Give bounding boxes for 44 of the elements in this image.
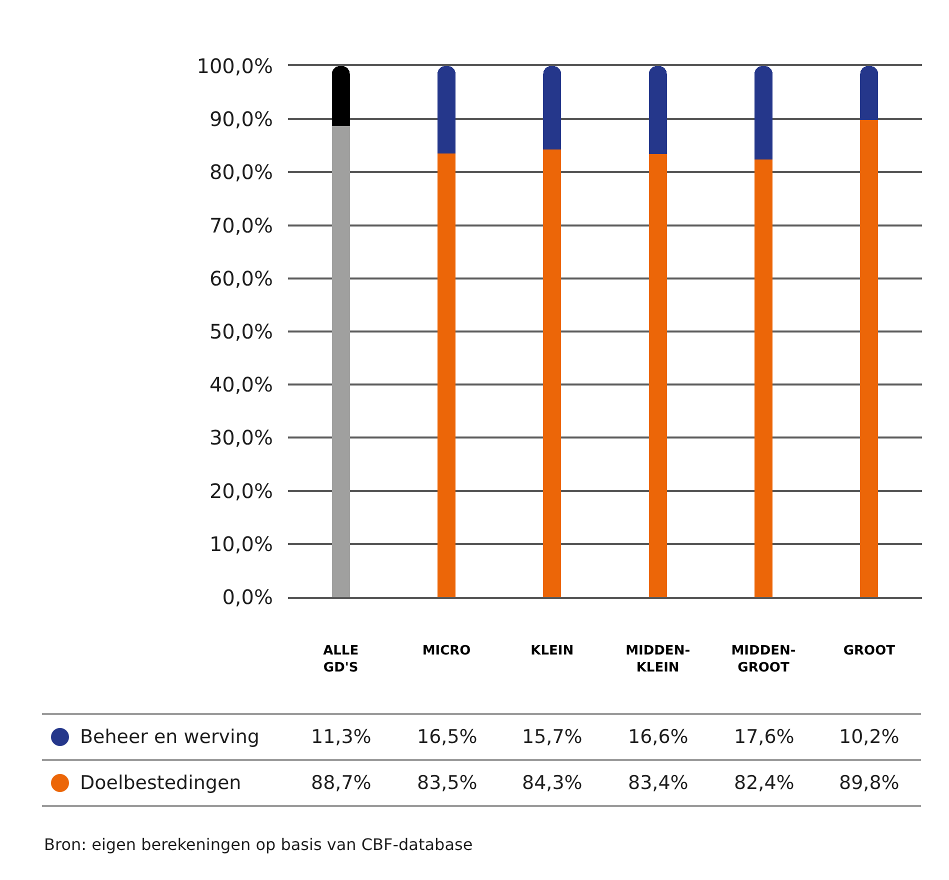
data-label: 83,5% <box>417 772 478 794</box>
data-label: 89,8% <box>839 772 900 794</box>
data-label: 82,4% <box>734 772 794 794</box>
x-tick-label: ALLE GD'S <box>323 643 359 676</box>
x-tick-label: GROOT <box>843 643 896 658</box>
y-tick-label: 30,0% <box>209 426 273 450</box>
bar <box>438 154 456 597</box>
y-tick-label: 80,0% <box>209 160 273 184</box>
bar <box>543 66 562 150</box>
data-label: 88,7% <box>311 772 372 794</box>
data-label: 16,5% <box>417 726 478 748</box>
y-tick-label: 60,0% <box>209 266 273 290</box>
bar <box>648 154 667 597</box>
y-tick-label: 90,0% <box>209 107 273 132</box>
data-label: 10,2% <box>839 726 900 748</box>
data-label: 17,6% <box>734 726 794 748</box>
data-label: 83,4% <box>628 772 688 794</box>
y-tick-label: 100,0% <box>196 54 273 78</box>
bar <box>754 66 772 160</box>
y-tick-label: 50,0% <box>209 320 273 344</box>
bar <box>332 126 350 597</box>
bar <box>754 159 772 597</box>
x-tick-label: KLEIN <box>530 643 574 658</box>
text: Bron: eigen berekeningen op basis van CBF-database <box>44 835 473 854</box>
bar <box>332 66 350 126</box>
bar <box>860 66 878 120</box>
data-label: 84,3% <box>522 772 582 794</box>
y-tick-label: 20,0% <box>209 478 273 503</box>
data-label: 11,3% <box>311 726 372 748</box>
bar <box>648 66 667 154</box>
bar <box>860 120 878 597</box>
x-tick-label: MICRO <box>422 643 471 658</box>
x-tick-label: MIDDEN- KLEIN <box>626 643 690 676</box>
bar <box>543 149 562 597</box>
y-tick-label: 40,0% <box>209 372 273 397</box>
y-tick-label: 10,0% <box>209 532 273 556</box>
bar <box>438 66 456 154</box>
y-tick-label: 0,0% <box>222 585 273 609</box>
data-label: 15,7% <box>522 726 582 748</box>
legend-label: Doelbestedingen <box>80 772 242 794</box>
legend-label: Beheer en werving <box>80 726 260 748</box>
x-tick-label: MIDDEN- GROOT <box>731 643 796 676</box>
data-label: 16,6% <box>628 726 688 748</box>
y-tick-label: 70,0% <box>209 213 273 238</box>
